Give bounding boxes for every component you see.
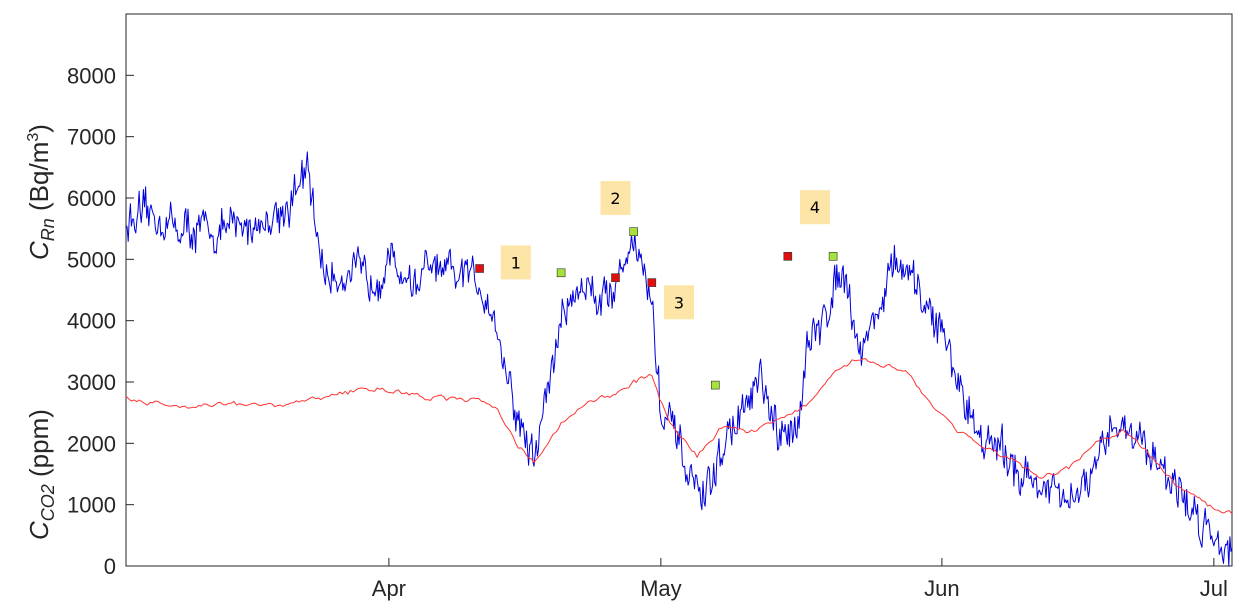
y-tick-label: 7000 (67, 125, 116, 150)
y-tick-label: 4000 (67, 309, 116, 334)
series-co2-line (125, 358, 1233, 515)
y-tick-label: 8000 (67, 63, 116, 88)
annotation-background (664, 285, 694, 320)
y-tick-label: 3000 (67, 370, 116, 395)
annotation-box-2: 2 (600, 181, 631, 215)
annotation-background (600, 181, 631, 215)
plot-frame (125, 13, 1233, 567)
event-marker (647, 278, 657, 287)
annotation-box-3: 3 (664, 285, 694, 320)
annotation-label: 3 (674, 293, 684, 312)
event-marker (710, 380, 720, 390)
x-tick-label: Apr (372, 576, 406, 601)
event-marker (828, 252, 838, 261)
event-marker (629, 227, 639, 236)
x-tick-label: Jun (924, 576, 959, 601)
annotation-label: 2 (610, 189, 620, 208)
series-radon-line (125, 151, 1233, 567)
annotation-box-1: 1 (500, 245, 531, 280)
series-layer (125, 151, 1233, 567)
annotation-label: 1 (511, 253, 521, 272)
x-tick-label: May (640, 576, 682, 601)
y-tick-label: 6000 (67, 186, 116, 211)
annotation-layer: 1 2 3 4 (500, 181, 830, 320)
annotation-box-4: 4 (800, 190, 830, 225)
event-marker (556, 268, 566, 278)
y-tick-label: 0 (104, 554, 116, 579)
y-tick-label: 2000 (67, 431, 116, 456)
plot-border (125, 13, 1233, 567)
y-axis: 0 1000 2000 3000 4000 5000 6000 7000 8000 (67, 63, 134, 579)
event-marker (475, 264, 484, 273)
annotation-label: 4 (810, 198, 820, 217)
y-tick-label: 1000 (67, 493, 116, 518)
x-tick-label: Jul (1200, 576, 1228, 601)
marker-layer (475, 227, 838, 390)
y-axis-label-radon: CRn (Bq/m3) (24, 124, 58, 260)
annotation-background (500, 245, 531, 280)
y-axis-label-co2: CCO2 (ppm) (24, 409, 58, 540)
y-tick-label: 5000 (67, 247, 116, 272)
event-marker (783, 252, 793, 261)
annotation-background (800, 190, 830, 225)
x-axis: Apr May Jun Jul (372, 558, 1228, 601)
event-marker (611, 273, 620, 283)
